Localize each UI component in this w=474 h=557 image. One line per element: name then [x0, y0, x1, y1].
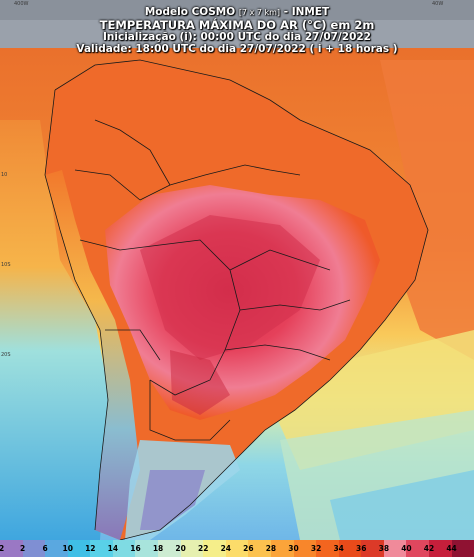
colorbar-tick-label: 14	[107, 544, 119, 553]
andes-strip	[45, 170, 140, 540]
colorbar-swatch: 18	[153, 540, 181, 557]
colorbar-tick-label: 36	[356, 544, 367, 553]
colorbar-tick-label: -2	[0, 544, 5, 553]
model-resolution: [7 x 7 km]	[238, 8, 281, 17]
colorbar-tick-label: 6	[42, 544, 48, 553]
map-header: Modelo COSMO [7 x 7 km] - INMET TEMPERAT…	[0, 6, 474, 55]
colorbar-swatch: 16	[130, 540, 159, 557]
colorbar-swatch: 10	[63, 540, 91, 557]
colorbar-tick-label: 44	[446, 544, 457, 553]
institute-name: - INMET	[283, 6, 330, 18]
country-borders	[44, 59, 429, 540]
colorbar-tick-label: 38	[378, 544, 390, 553]
validity-time: Validade: 18:00 UTC do dia 27/07/2022 ( …	[76, 43, 398, 55]
colorbar-tick-label: 16	[130, 544, 141, 553]
model-title: Modelo COSMO [7 x 7 km] - INMET	[0, 6, 474, 19]
colorbar-swatch: 2	[19, 540, 46, 557]
colorbar-swatch: 34	[333, 540, 362, 557]
ocean-south-cold	[330, 470, 474, 540]
colorbar-tick-label: 24	[220, 544, 231, 553]
colorbar-swatch: 20	[175, 540, 204, 557]
colorbar-tick-label: 42	[423, 544, 435, 553]
model-name: Modelo COSMO	[144, 6, 236, 18]
colorbar-swatch: 12	[85, 540, 113, 557]
ocean-east	[380, 60, 474, 360]
temperature-map	[0, 0, 474, 540]
coord-label-top-right: 40W	[432, 1, 444, 7]
colorbar-swatch: 38	[379, 540, 407, 557]
colorbar-swatch: 30	[288, 540, 317, 557]
colorbar-tick-label: 34	[333, 544, 344, 553]
coord-label-left-upper: 10	[1, 172, 8, 178]
colorbar-swatch: 28	[266, 540, 294, 557]
colorbar-tick-label: 28	[265, 544, 277, 553]
colorbar-tick-label: 22	[197, 544, 209, 553]
coord-label-left-lower: 20S	[1, 352, 11, 358]
colorbar-swatch: 44	[446, 540, 474, 557]
ocean-west	[0, 120, 110, 540]
colorbar-tick-label: 32	[310, 544, 322, 553]
colorbar-tick-label: 18	[152, 544, 164, 553]
colorbar-swatch: 6	[42, 540, 68, 557]
colorbar-swatch: -2	[0, 540, 23, 557]
colorbar-tick-label: 26	[243, 544, 254, 553]
colorbar-tick-label: 10	[62, 544, 73, 553]
colorbar-tick-label: 12	[85, 544, 96, 553]
colorbar-tick-label: 2	[19, 544, 26, 553]
coord-label-left-middle: 10S	[1, 262, 11, 268]
coord-label-top-left: 400W	[14, 1, 29, 7]
colorbar-tick-label: 30	[288, 544, 299, 553]
initialization-time: Inicialização (i): 00:00 UTC do dia 27/0…	[102, 31, 371, 43]
colorbar-swatch: 14	[108, 540, 136, 557]
colorbar-swatch: 32	[311, 540, 339, 557]
south-cone-cold	[140, 470, 205, 530]
map-top-band	[0, 0, 474, 20]
colorbar-swatch: 24	[221, 540, 249, 557]
pantanal-hot-zone	[170, 350, 230, 415]
colorbar-swatch: 42	[424, 540, 452, 557]
colorbar-tick-label: 40	[401, 544, 412, 553]
colorbar-swatch: 36	[356, 540, 384, 557]
colorbar-tick-label: 20	[175, 544, 186, 553]
colorbar-swatch: 40	[401, 540, 429, 557]
variable-title: TEMPERATURA MÁXIMA DO AR (°C) em 2m	[99, 18, 375, 32]
colorbar-swatch: 26	[243, 540, 271, 557]
colorbar-swatch: 22	[198, 540, 226, 557]
